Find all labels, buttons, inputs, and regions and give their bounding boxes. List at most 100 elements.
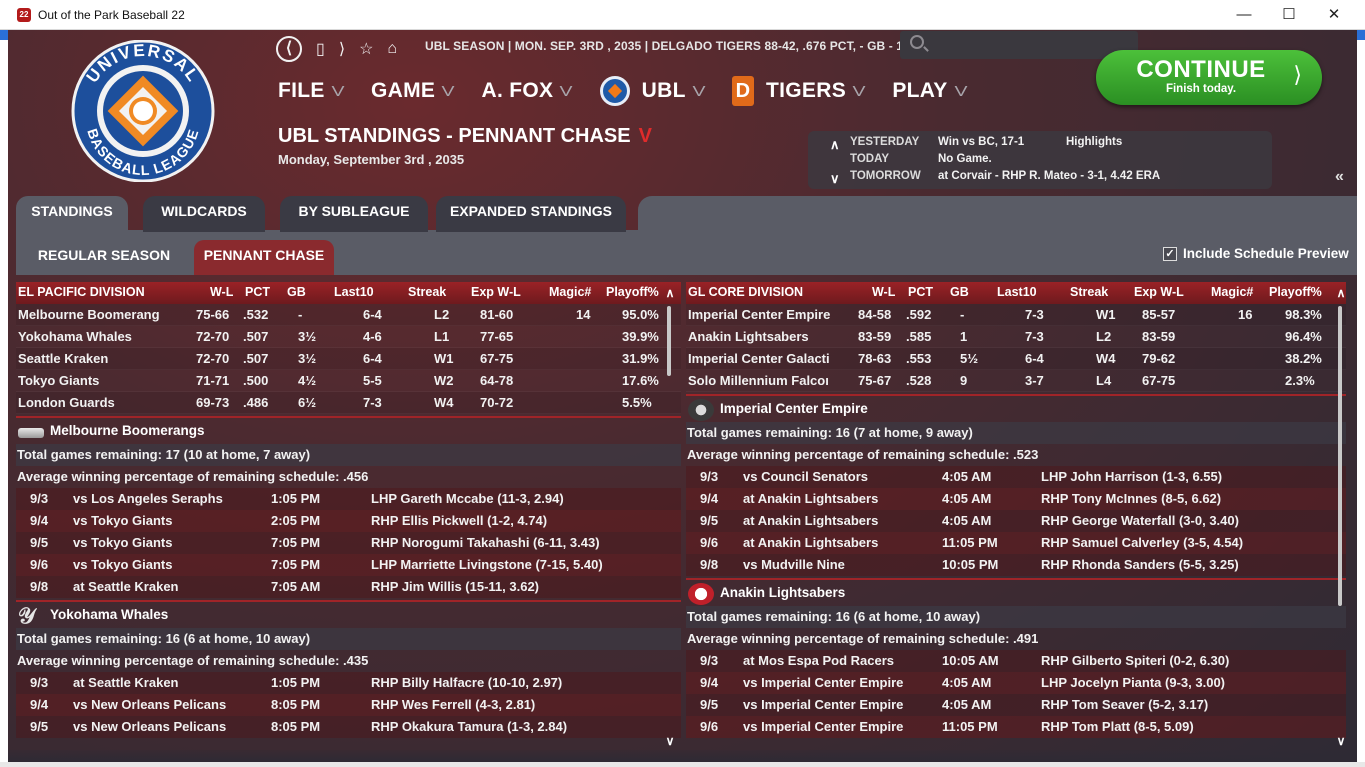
page-title[interactable]: UBL STANDINGS - PENNANT CHASE V [278,125,652,148]
standings-row[interactable]: Imperial Center Galacti 78-63 .553 5½ 6-4 W4 7… [686,348,1346,370]
back-icon[interactable]: ⟨ [276,36,302,62]
home-icon[interactable]: ⌂ [387,40,398,57]
game-date: 9/8 [700,557,719,572]
menu-file[interactable]: FILE V [278,79,344,103]
team-name[interactable]: Melbourne Boomerang [18,307,160,322]
team-block-header[interactable]: 𝒴 Yokohama Whales [16,600,681,628]
league-logo[interactable]: UNIVERSAL BASEBALL LEAGUE [68,40,218,182]
schedule-row[interactable]: 9/6 vs Imperial Center Empire 11:05 PM RHP … [686,716,1346,738]
team-name[interactable]: Tokyo Giants [18,373,100,388]
schedule-row[interactable]: 9/5 at Anakin Lightsabers 4:05 AM RHP Georg… [686,510,1346,532]
team-block-header[interactable]: Anakin Lightsabers [686,578,1346,606]
schedule-row[interactable]: 9/5 vs Imperial Center Empire 4:05 AM RHP T… [686,694,1346,716]
highlights-link[interactable]: Highlights [1066,136,1123,148]
standings-row[interactable]: Tokyo Giants 71-71 .500 4½ 5-5 W2 64-78 17.6% [16,370,681,392]
bookmark-icon[interactable]: ▯ [316,41,325,58]
chevron-down-icon[interactable]: ∨ [830,171,840,186]
left-scrollbar[interactable]: ∧ ∨ [664,286,676,754]
subtab-pennant-chase[interactable]: PENNANT CHASE [194,240,334,275]
schedule-row[interactable]: 9/6 at Anakin Lightsabers 11:05 PM RHP Samu… [686,532,1346,554]
col-last10[interactable]: Last10 [997,285,1037,299]
col-exp-wl[interactable]: Exp W-L [1134,285,1184,299]
col-wl[interactable]: W-L [872,285,896,299]
schedule-row[interactable]: 9/4 vs Imperial Center Empire 4:05 AM LHP J… [686,672,1346,694]
menu-play[interactable]: PLAY V [892,79,967,103]
team-name[interactable]: Yokohama Whales [18,329,132,344]
today-value: No Game. [938,153,992,165]
star-icon[interactable]: ☆ [359,41,374,58]
col-wl[interactable]: W-L [210,285,234,299]
yesterday-label: YESTERDAY [850,136,920,148]
schedule-row[interactable]: 9/4 at Anakin Lightsabers 4:05 AM RHP Tony … [686,488,1346,510]
col-pct[interactable]: PCT [908,285,933,299]
schedule-row[interactable]: 9/3 at Seattle Kraken 1:05 PM RHP Billy Hal… [16,672,681,694]
tab-wildcards[interactable]: WILDCARDS [143,196,265,232]
avg-win-pct: Average winning percentage of remaining … [17,469,369,484]
col-gb[interactable]: GB [287,285,306,299]
team-block-header[interactable]: Melbourne Boomerangs [16,416,681,444]
col-magic[interactable]: Magic# [549,285,592,299]
menu-manager[interactable]: A. FOX V [482,79,573,103]
include-preview-toggle[interactable]: ✓ Include Schedule Preview [1163,246,1349,261]
team-block-header[interactable]: Imperial Center Empire [686,394,1346,422]
scroll-up-icon[interactable]: ∧ [1336,286,1346,300]
col-streak[interactable]: Streak [1070,285,1109,299]
standings-row[interactable]: Imperial Center Empire 84-58 .592 - 7-3 W1 85-… [686,304,1346,326]
team-name[interactable]: Anakin Lightsabers [688,329,809,344]
team-name[interactable]: Seattle Kraken [18,351,109,366]
col-pct[interactable]: PCT [245,285,270,299]
schedule-row[interactable]: 9/8 vs Mudville Nine 10:05 PM RHP Rhonda Sa… [686,554,1346,576]
tab-by-subleague[interactable]: BY SUBLEAGUE [280,196,428,232]
team-name[interactable]: Solo Millennium Falcoı [688,373,829,388]
col-gb[interactable]: GB [950,285,969,299]
collapse-icon[interactable]: « [1335,168,1344,185]
scroll-thumb[interactable] [667,306,671,376]
menu-team[interactable]: D TIGERS V [732,76,865,106]
gb-value: - [298,307,303,322]
schedule-row[interactable]: 9/6 vs Tokyo Giants 7:05 PM LHP Marriette L… [16,554,681,576]
tab-standings[interactable]: STANDINGS [16,196,128,232]
schedule-row[interactable]: 9/8 at Seattle Kraken 7:05 AM RHP Jim Willi… [16,576,681,598]
schedule-row[interactable]: 9/3 at Mos Espa Pod Racers 10:05 AM RHP Gil… [686,650,1346,672]
checkbox-checked-icon[interactable]: ✓ [1163,246,1177,261]
standings-row[interactable]: Anakin Lightsabers 83-59 .585 1 7-3 L2 83-59 96… [686,326,1346,348]
forward-icon[interactable]: ⟩ [338,41,346,58]
scroll-up-icon[interactable]: ∧ [665,286,675,300]
scroll-thumb[interactable] [1338,306,1342,606]
scroll-down-icon[interactable]: ∨ [665,734,675,748]
standings-row[interactable]: Yokohama Whales 72-70 .507 3½ 4-6 L1 77-65 39.9… [16,326,681,348]
standings-row[interactable]: London Guards 69-73 .486 6½ 7-3 W4 70-72 5.5% [16,392,681,414]
schedule-row[interactable]: 9/5 vs Tokyo Giants 7:05 PM RHP Norogumi Ta… [16,532,681,554]
menu-game[interactable]: GAME V [371,79,455,103]
schedule-row[interactable]: 9/3 vs Council Senators 4:05 AM LHP John Ha… [686,466,1346,488]
col-last10[interactable]: Last10 [334,285,374,299]
team-name[interactable]: Imperial Center Galacti [688,351,830,366]
col-playoff[interactable]: Playoff% [1269,285,1322,299]
standings-row[interactable]: Melbourne Boomerang 75-66 .532 - 6-4 L2 81-60 1… [16,304,681,326]
schedule-row[interactable]: 9/3 vs Los Angeles Seraphs 1:05 PM LHP Gare… [16,488,681,510]
col-exp-wl[interactable]: Exp W-L [471,285,521,299]
schedule-row[interactable]: 9/4 vs New Orleans Pelicans 8:05 PM RHP Wes… [16,694,681,716]
minimize-button[interactable]: — [1236,6,1252,23]
tab-expanded-standings[interactable]: EXPANDED STANDINGS [436,196,626,232]
team-name[interactable]: Imperial Center Empire [688,307,831,322]
col-playoff[interactable]: Playoff% [606,285,659,299]
search-input[interactable] [900,31,1138,59]
col-magic[interactable]: Magic# [1211,285,1254,299]
menu-league[interactable]: UBL V [599,76,705,106]
maximize-button[interactable]: ☐ [1282,6,1296,23]
standings-row[interactable]: Seattle Kraken 72-70 .507 3½ 6-4 W1 67-75 31.9% [16,348,681,370]
right-scrollbar[interactable]: ∧ ∨ [1335,286,1347,754]
schedule-row[interactable]: 9/4 vs Tokyo Giants 2:05 PM RHP Ellis Pickw… [16,510,681,532]
subtab-regular-season[interactable]: REGULAR SEASON [37,247,171,263]
continue-button[interactable]: CONTINUE Finish today. ⟩ [1096,50,1322,105]
game-date: 9/5 [30,719,49,734]
schedule-row[interactable]: 9/5 vs New Orleans Pelicans 8:05 PM RHP Oka… [16,716,681,738]
scroll-down-icon[interactable]: ∨ [1336,734,1346,748]
close-button[interactable]: ✕ [1327,6,1341,23]
standings-row[interactable]: Solo Millennium Falcoı 75-67 .528 9 3-7 L4 67-… [686,370,1346,392]
avg-win-pct: Average winning percentage of remaining … [687,447,1039,462]
col-streak[interactable]: Streak [408,285,447,299]
team-name[interactable]: London Guards [18,395,115,410]
chevron-up-icon[interactable]: ∧ [830,137,840,152]
